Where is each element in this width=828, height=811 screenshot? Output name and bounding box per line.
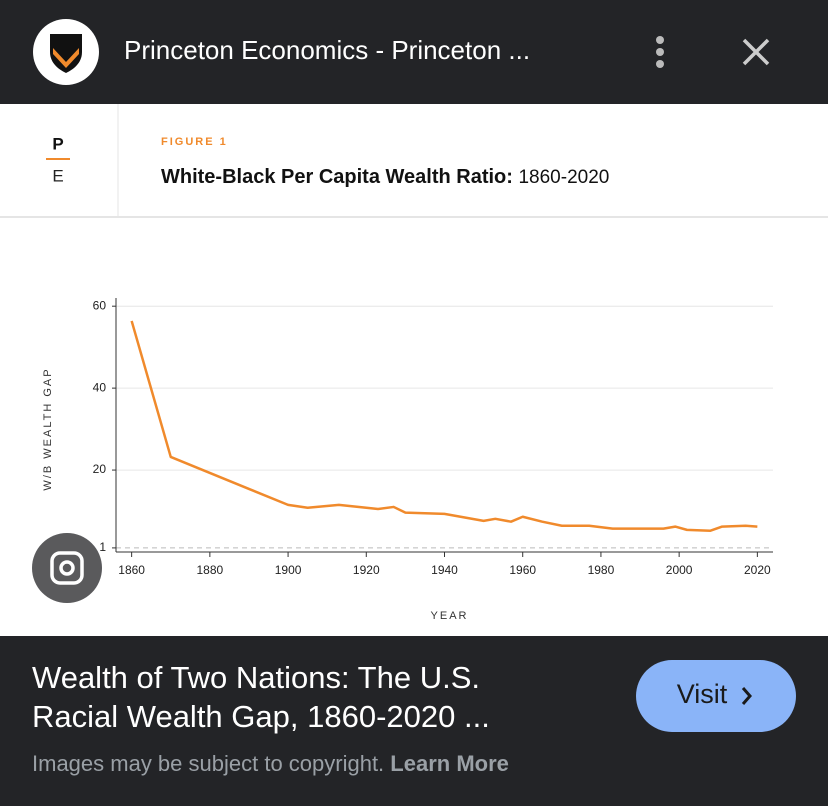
x-tick-label: 1980	[588, 563, 615, 577]
data-line	[130, 320, 758, 532]
y-tick-label: 20	[93, 462, 107, 476]
x-tick-label: 1960	[509, 563, 536, 577]
learn-more[interactable]: Learn More	[390, 751, 509, 776]
header-title[interactable]: Princeton Economics - Princeton ...	[124, 35, 530, 65]
logo-e: E	[52, 166, 63, 185]
logo-p: P	[52, 134, 63, 153]
result-title[interactable]: Wealth of Two Nations: The U.S.	[32, 660, 480, 695]
title-main: White-Black Per Capita Wealth Ratio:	[161, 166, 513, 188]
top-bar	[0, 0, 828, 104]
figure-label: FIGURE 1	[161, 136, 228, 148]
y-tick-label: 1	[99, 540, 106, 554]
x-tick-label: 2020	[744, 563, 771, 577]
shield	[50, 34, 82, 73]
lens-icon	[50, 551, 84, 585]
notice: Images may be subject to copyright.	[32, 751, 384, 776]
y-tick-label: 40	[93, 380, 107, 394]
x-tick-label: 1900	[275, 563, 302, 577]
more-menu[interactable]	[656, 36, 664, 68]
result-title[interactable]: Racial Wealth Gap, 1860-2020 ...	[32, 699, 490, 734]
chevron	[53, 48, 79, 68]
lens-button[interactable]	[32, 533, 102, 603]
y-axis-label: W/B WEALTH GAP	[42, 367, 54, 490]
chart-title: White-Black Per Capita Wealth Ratio: 186…	[161, 166, 609, 188]
x-tick-label: 1940	[431, 563, 458, 577]
plot: 1 20 40 60 1860 1880 1900 1920 1940 1960 1980 2000 2…	[42, 298, 773, 622]
image-area	[0, 104, 828, 636]
close-button[interactable]	[742, 38, 770, 66]
visit-button[interactable]	[636, 660, 796, 732]
copyright: Images may be subject to copyright. Lear…	[32, 751, 509, 776]
chevron-right	[741, 687, 752, 705]
x-tick-label: 1880	[197, 563, 224, 577]
x-tick-label: 1920	[353, 563, 380, 577]
title-years: 1860-2020	[518, 167, 609, 188]
visit-label: Visit	[677, 679, 728, 709]
x-tick-label: 2000	[666, 563, 693, 577]
y-tick-label: 60	[93, 298, 107, 312]
x-axis-label: YEAR	[431, 610, 469, 622]
x-tick-label: 1860	[118, 563, 145, 577]
